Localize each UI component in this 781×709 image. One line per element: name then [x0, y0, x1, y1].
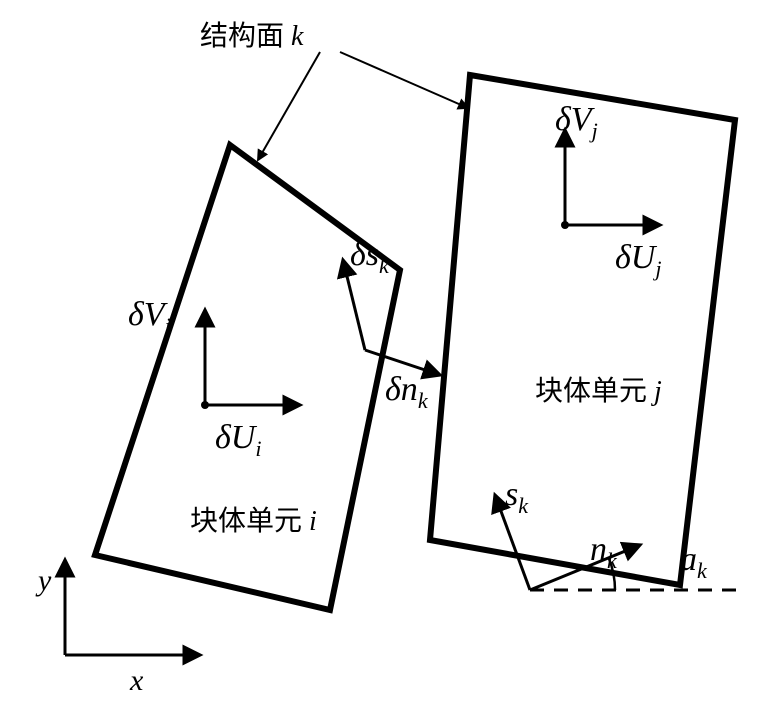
label-dsk: δsk	[350, 236, 390, 278]
vec-nk	[530, 545, 640, 590]
label-dnk: δnk	[385, 371, 429, 413]
label-block-i: 块体单元 i	[190, 505, 317, 537]
label-ak: ak	[680, 541, 708, 583]
label-dUj: δUj	[615, 239, 662, 281]
label-nk: nk	[590, 531, 618, 573]
label-sk: sk	[505, 476, 529, 518]
label-dVj: δVj	[555, 101, 598, 143]
pointer-right	[340, 52, 468, 108]
label-dVi: δVi	[128, 296, 171, 338]
block-i	[95, 145, 400, 610]
vec-dsk	[343, 260, 365, 350]
label-axis-x: x	[129, 664, 144, 697]
pointer-left	[258, 52, 320, 160]
label-block-j: 块体单元 j	[535, 375, 662, 407]
label-dUi: δUi	[215, 419, 262, 461]
block-j	[430, 75, 735, 585]
label-interface-k: 结构面 k	[200, 20, 304, 52]
label-axis-y: y	[35, 564, 52, 597]
